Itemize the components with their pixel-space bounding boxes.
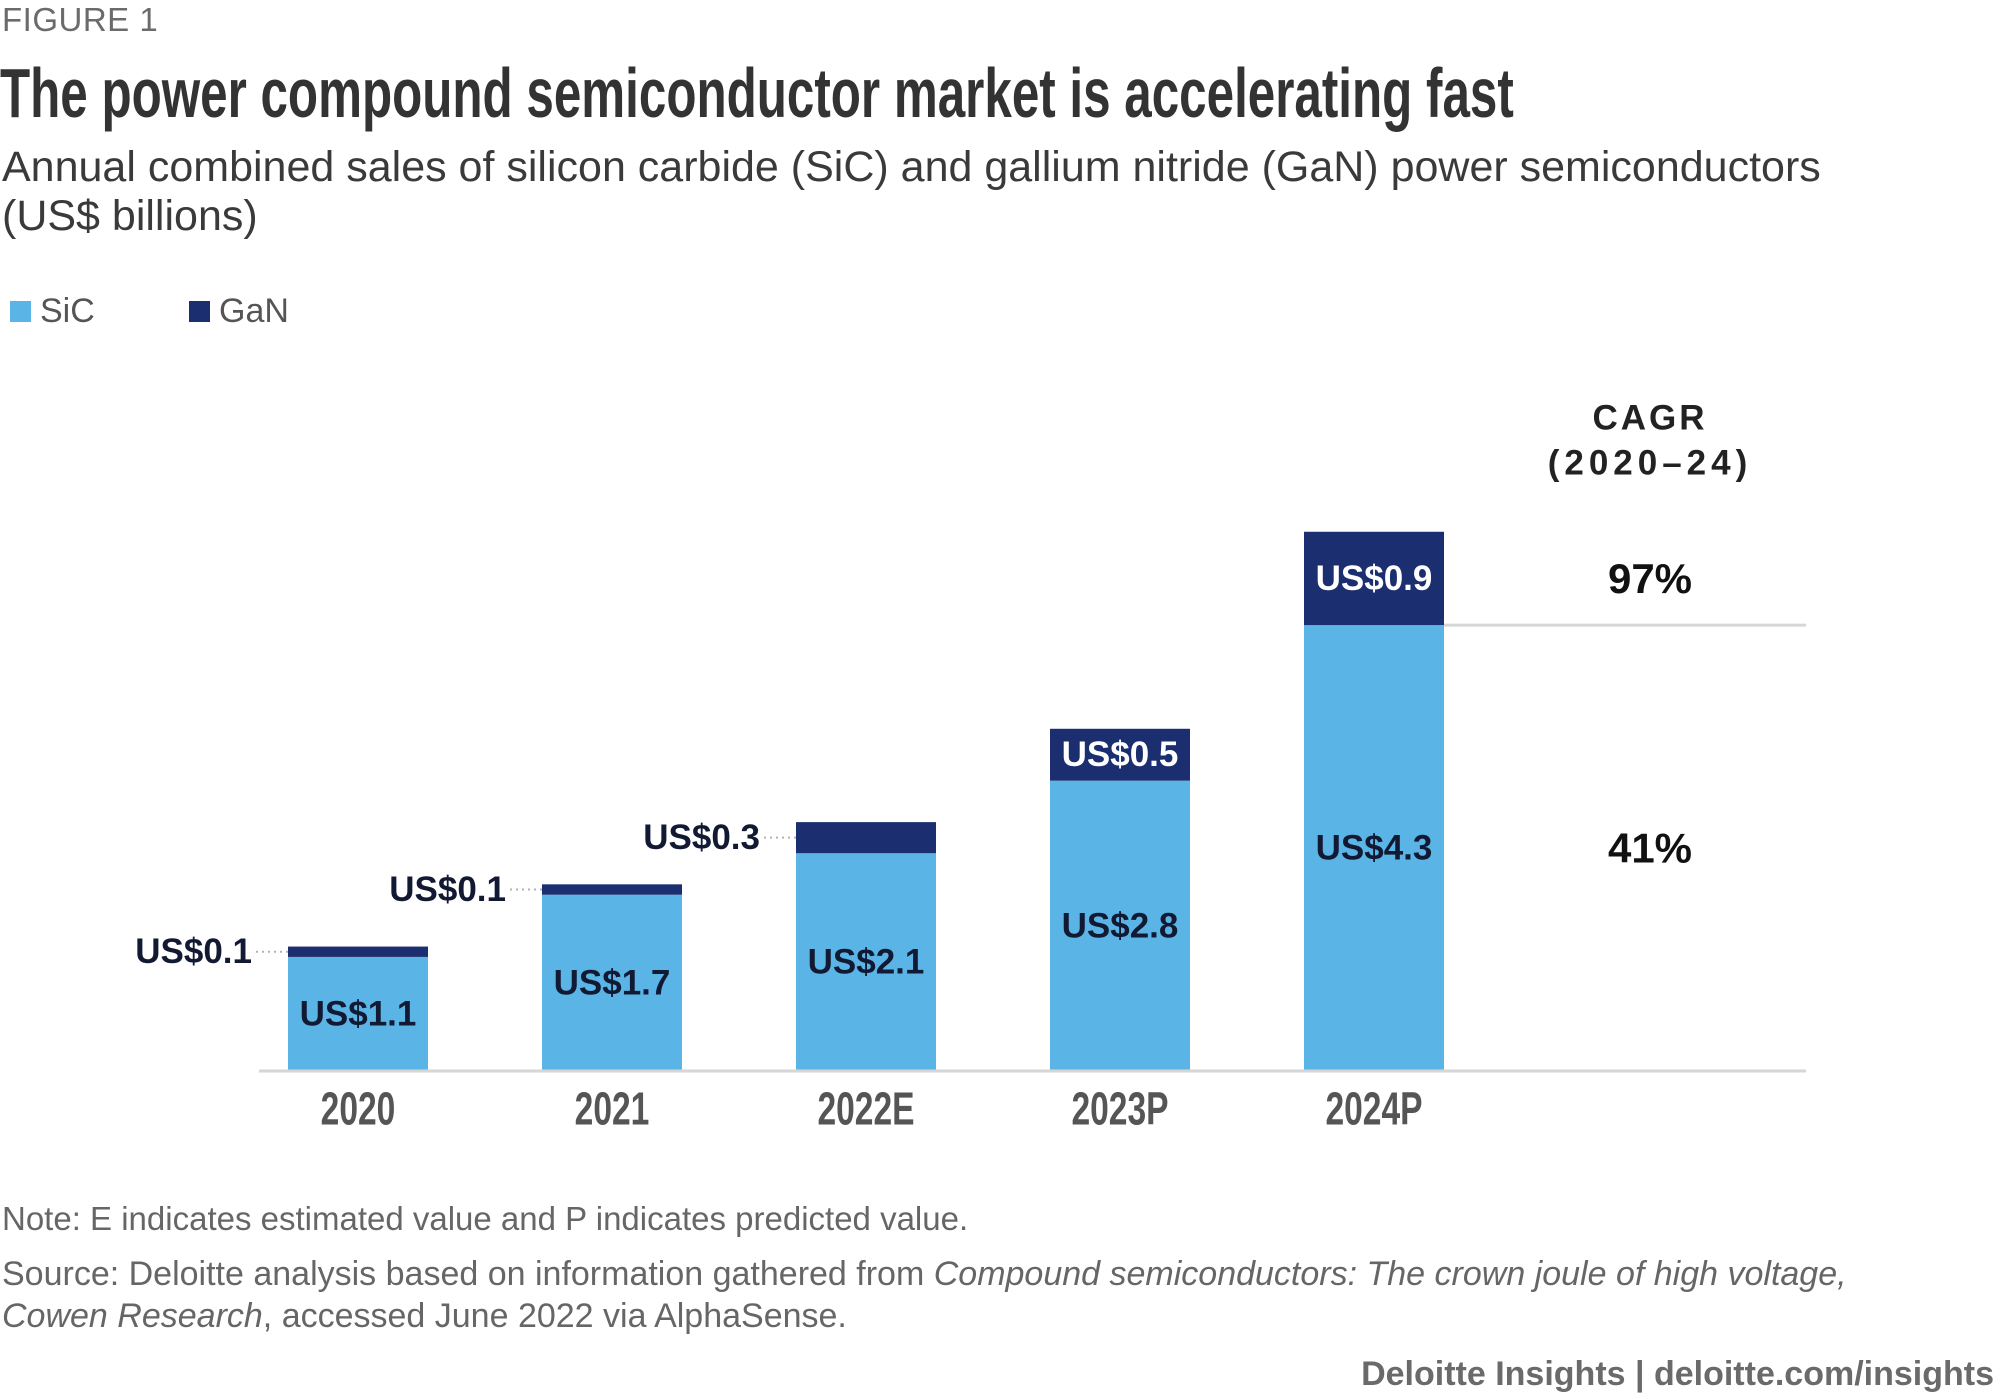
bar-value-label-sic-2020: US$1.1 [300,994,417,1033]
bar-value-label-sic-2022e: US$2.1 [808,943,925,982]
bar-value-label-gan-2023p: US$0.5 [1062,735,1179,774]
legend-swatch-sic [10,300,31,322]
chart-subtitle: Annual combined sales of silicon carbide… [2,143,1821,240]
bar-sic-2021 [542,894,682,1071]
source-publication: Compound semiconductors: The crown joule… [2,1255,1847,1335]
chart-title: The power compound semiconductor market … [0,54,1514,132]
chart-source: Source: Deloitte analysis based on infor… [2,1253,1942,1337]
bar-value-label-gan-2022e: US$0.3 [643,818,760,857]
bar-value-label-gan-2024p: US$0.9 [1316,559,1433,598]
source-suffix: , accessed June 2022 via AlphaSense. [262,1297,847,1335]
bar-value-label-sic-2024p: US$4.3 [1316,829,1433,868]
bar-sic-2020 [288,956,428,1071]
bar-gan-2021 [542,884,682,895]
legend: SiC GaN [10,291,410,331]
source-prefix: Source: Deloitte analysis based on infor… [2,1255,934,1293]
legend-item-gan: GaN [189,291,289,331]
x-tick-label-2021: 2021 [575,1083,650,1134]
figure-label: FIGURE 1 [2,1,159,38]
x-tick-label-2024p: 2024P [1325,1083,1422,1134]
cagr-header: CAGR [1592,399,1707,438]
bar-sic-2022e [796,853,936,1071]
legend-label-sic: SiC [40,292,95,330]
legend-label-gan: GaN [219,292,289,330]
x-tick-label-2022e: 2022E [817,1083,914,1134]
cagr-value-sic: 41% [1608,825,1692,872]
stacked-bar-chart: US$1.1 US$0.1 2020 US$1.7 US$0.1 2021 US$2.1 US… [135,399,1806,1135]
bar-value-label-gan-2020: US$0.1 [135,932,252,971]
bar-value-label-sic-2021: US$1.7 [554,963,671,1002]
publisher-credit: Deloitte Insights | deloitte.com/insight… [1361,1355,1994,1393]
x-tick-label-2020: 2020 [321,1083,396,1134]
legend-swatch-gan [189,300,210,322]
bar-sic-2024p [1304,625,1444,1071]
bar-gan-2023p [1050,728,1190,781]
cagr-period: (2020–24) [1548,444,1753,483]
bar-value-label-gan-2021: US$0.1 [389,870,506,909]
cagr-value-gan: 97% [1608,555,1692,602]
bar-gan-2022e [796,822,936,854]
bar-gan-2024p [1304,531,1444,626]
bar-value-label-sic-2023p: US$2.8 [1062,906,1179,945]
chart-note: Note: E indicates estimated value and P … [2,1200,969,1237]
bar-gan-2020 [288,946,428,957]
bar-sic-2023p [1050,780,1190,1071]
x-tick-label-2023p: 2023P [1071,1083,1168,1134]
legend-item-sic: SiC [10,291,95,331]
